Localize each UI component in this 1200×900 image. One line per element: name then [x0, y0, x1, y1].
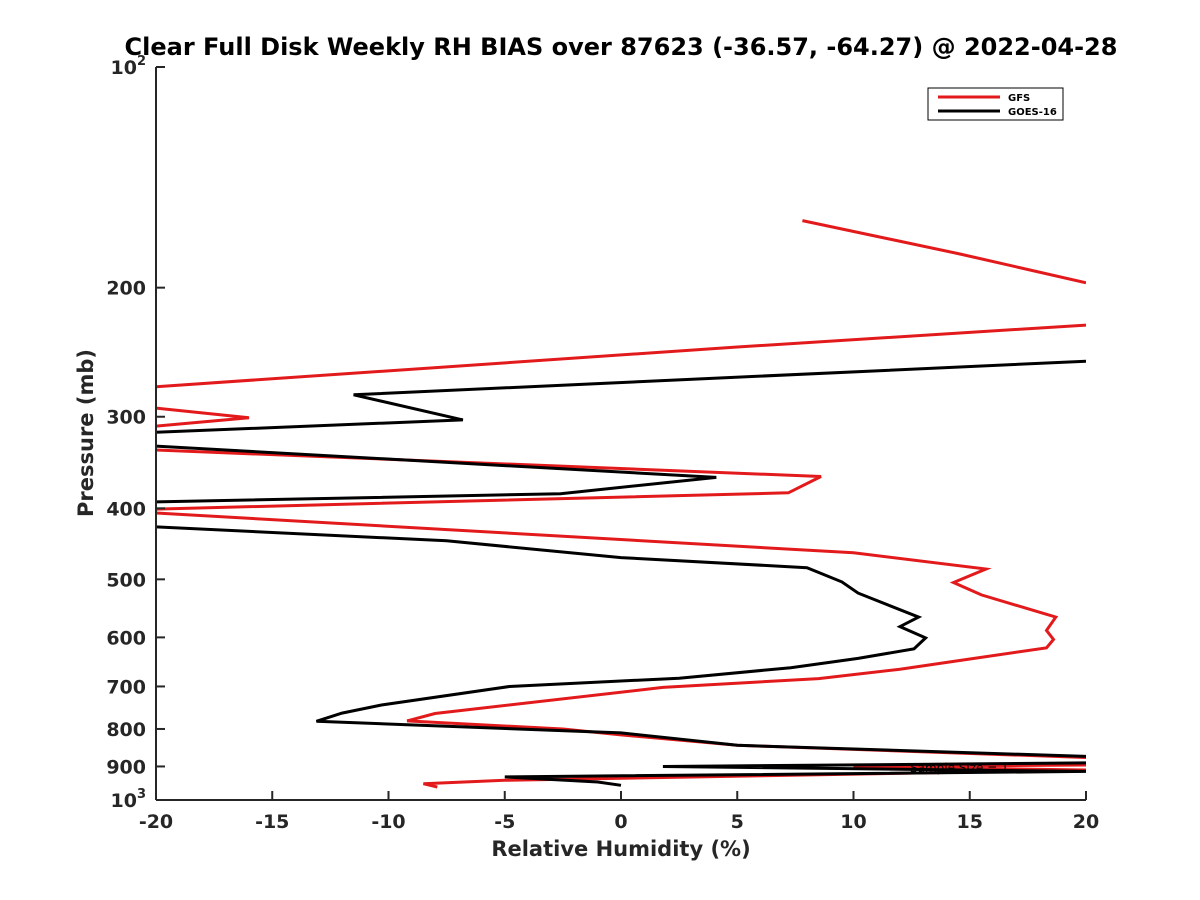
axes-layer: -20 -15 -10 -5 0 5 10 15 20 102 200 300 400 500 600 700…	[106, 54, 1099, 833]
series-line-2-segment-1	[156, 359, 1086, 434]
y-tick-label: 600	[106, 627, 146, 649]
legend-label: GOES-16	[1008, 107, 1057, 118]
y-tick-label: 800	[106, 719, 146, 741]
series-layer	[156, 219, 1086, 789]
sample-size-annotation: Sample Size = 1	[910, 761, 1009, 775]
x-axis-label: Relative Humidity (%)	[491, 837, 750, 861]
y-tick-label: 500	[106, 569, 146, 591]
series-line-1-segment-1	[802, 219, 1086, 285]
x-tick-label: -5	[494, 811, 515, 833]
series-line-2-segment-3	[156, 525, 1086, 758]
series-goes-16	[156, 359, 1086, 787]
legend: GFS GOES-16	[927, 87, 1064, 121]
series-line-1-segment-2	[156, 323, 1086, 389]
y-tick-label: 200	[106, 278, 146, 300]
x-tick-label: -15	[255, 811, 289, 833]
series-line-2-segment-2	[156, 444, 717, 504]
x-tick-label: 20	[1073, 811, 1099, 833]
series-gfs	[156, 219, 1086, 789]
legend-items: GFS GOES-16	[938, 93, 1057, 118]
y-tick-label: 400	[106, 498, 146, 520]
legend-box	[927, 87, 1064, 121]
y-tick-label: 300	[106, 407, 146, 429]
series-line-1-segment-5	[156, 511, 1086, 759]
x-tick-label: -20	[139, 811, 173, 833]
y-tick-label: 102	[111, 54, 147, 79]
x-tick-label: -10	[371, 811, 405, 833]
x-tick-label: 15	[957, 811, 983, 833]
series-line-2-segment-4	[504, 761, 1086, 787]
y-tick-label: 900	[106, 756, 146, 778]
legend-label: GFS	[1008, 93, 1030, 104]
x-tick-label: 0	[614, 811, 627, 833]
y-axis-label: Pressure (mb)	[74, 349, 98, 517]
x-tick-label: 5	[731, 811, 744, 833]
series-line-1-segment-3	[156, 406, 250, 428]
y-tick-label: 103	[111, 787, 147, 812]
y-tick-label: 700	[106, 676, 146, 698]
chart-title: Clear Full Disk Weekly RH BIAS over 8762…	[125, 33, 1118, 61]
x-tick-label: 10	[840, 811, 866, 833]
